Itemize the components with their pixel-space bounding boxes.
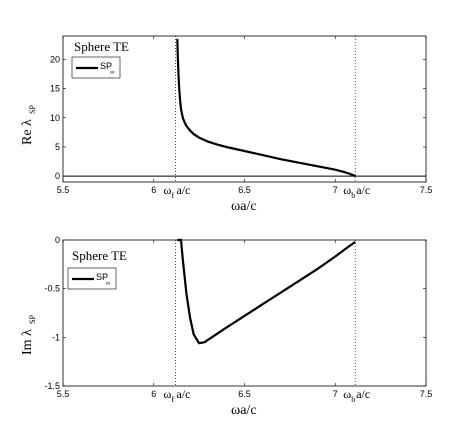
svg-text:SP: SP — [28, 105, 37, 114]
x-tick-label: 7.5 — [420, 185, 433, 195]
svg-text:ω: ω — [164, 387, 172, 401]
y-axis-label: Re λ SP — [20, 105, 37, 145]
x-tick-label: 6.5 — [238, 185, 251, 195]
legend: SP ∞ — [71, 56, 121, 79]
svg-text:ω: ω — [343, 387, 351, 401]
svg-text:a/c: a/c — [356, 387, 370, 401]
legend-label: SP — [96, 272, 108, 282]
series-line — [177, 238, 356, 345]
y-tick-label: 20 — [50, 54, 60, 64]
x-axis-label: ωa/c — [231, 403, 257, 418]
x-tick-label: 6 — [151, 389, 156, 399]
legend: SP ∞ — [67, 267, 117, 290]
svg-text:f: f — [172, 395, 175, 404]
y-tick-label: -1.5 — [44, 381, 60, 391]
svg-text:Re λ: Re λ — [20, 119, 35, 145]
series-line — [176, 38, 356, 178]
y-tick-label: -0.5 — [44, 284, 60, 294]
svg-text:b: b — [351, 395, 355, 404]
y-tick-label: 0 — [55, 171, 60, 181]
y-axis-label: Im λ SP — [20, 315, 37, 355]
omega-f-label: ω f a/c — [164, 387, 191, 404]
x-tick-label: 6.5 — [238, 389, 251, 399]
y-tick-label: 0 — [55, 235, 60, 245]
svg-text:ω: ω — [343, 183, 351, 197]
x-axis-label: ωa/c — [231, 199, 257, 214]
svg-text:a/c: a/c — [356, 183, 370, 197]
legend-sub: ∞ — [110, 70, 114, 76]
annotation: Sphere TE — [74, 39, 129, 54]
omega-b-label: ω b a/c — [343, 387, 370, 404]
svg-text:ω: ω — [164, 183, 172, 197]
svg-text:SP: SP — [28, 315, 37, 324]
x-tick-label: 7 — [333, 185, 338, 195]
y-tick-label: 10 — [50, 113, 60, 123]
x-tick-label: 6 — [151, 185, 156, 195]
x-tick-label: 5.5 — [57, 185, 70, 195]
x-tick-label: 7.5 — [420, 389, 433, 399]
x-tick-label: 7 — [333, 389, 338, 399]
svg-text:a/c: a/c — [177, 387, 191, 401]
im-lambda-panel: 5.5 6 6.5 7 7.50-0.5-1-1.5 ω f a/c ω b a/c Sphere… — [20, 235, 432, 418]
svg-text:b: b — [351, 191, 355, 200]
y-tick-label: -1 — [52, 332, 60, 342]
x-tick-label: 5.5 — [57, 389, 70, 399]
legend-label: SP — [100, 61, 112, 71]
svg-text:a/c: a/c — [177, 183, 191, 197]
legend-sub: ∞ — [106, 281, 110, 287]
y-tick-label: 5 — [55, 142, 60, 152]
omega-b-label: ω b a/c — [343, 183, 370, 200]
y-tick-label: 15 — [50, 84, 60, 94]
svg-text:Im λ: Im λ — [20, 329, 35, 355]
omega-f-label: ω f a/c — [164, 183, 191, 200]
svg-text:f: f — [172, 191, 175, 200]
annotation: Sphere TE — [72, 248, 127, 263]
